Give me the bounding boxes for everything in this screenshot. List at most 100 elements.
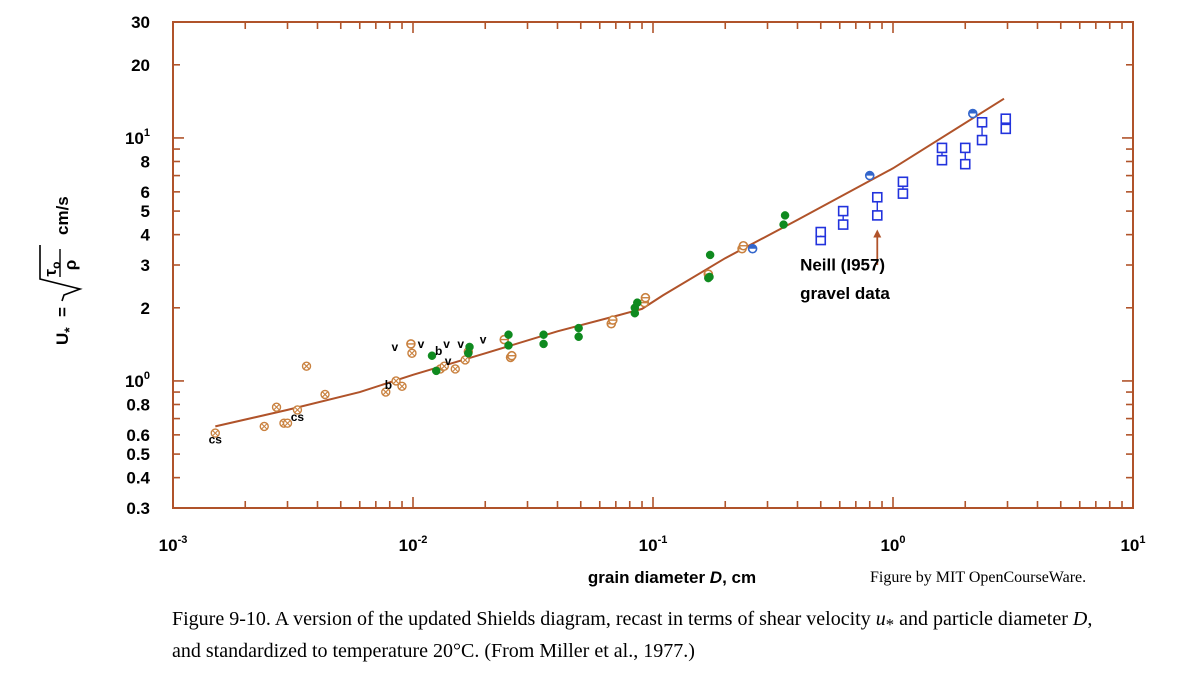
data-point-circle-x — [407, 348, 417, 358]
y-tick-label: 30 — [131, 13, 150, 32]
data-point-filled-circle — [432, 366, 441, 376]
plot-frame — [172, 21, 1134, 509]
caption-var-u: u — [875, 608, 886, 630]
data-point-filled-circle — [427, 351, 437, 360]
data-point-circle-tick — [406, 339, 416, 349]
data-point-square-pair — [976, 116, 988, 128]
data-point-filled-circle — [539, 330, 548, 339]
data-point-circle-x — [271, 402, 282, 412]
figure-credit: Figure by MIT OpenCourseWare. — [870, 569, 1087, 586]
y-tick-label: 20 — [131, 56, 150, 75]
point-label: v — [391, 340, 398, 354]
caption-part-3: , and standardized to temperature 20°C. … — [172, 608, 1093, 662]
caption-part-2: and particle diameter — [894, 608, 1073, 630]
data-point-circle-x — [381, 387, 391, 397]
y-tick-label: 3 — [141, 256, 150, 275]
y-tick-label: 0.6 — [126, 426, 150, 445]
point-label: cs — [291, 410, 305, 424]
data-point-filled-circle — [779, 220, 788, 229]
data-point-circle-x — [282, 418, 293, 428]
y-tick-label: 8 — [141, 152, 150, 171]
data-point-square-pair — [897, 176, 909, 188]
y-tick-label: 101 — [125, 127, 150, 148]
data-point-circle-x — [320, 389, 330, 400]
plot-axes: 10-3 10-2 10-1 100 101 0.3 0.4 0.50.6 0.8 100 2 3 4 5… — [125, 13, 1146, 555]
data-point-square-pair — [1000, 113, 1012, 124]
data-point-square-pair — [959, 158, 971, 170]
y-tick-label: 6 — [141, 183, 150, 202]
data-point-circle-x — [210, 428, 220, 438]
caption-part-1: Figure 9-10. A version of the updated Sh… — [172, 608, 876, 630]
data-point-circle-x — [259, 421, 269, 432]
y-tick-label: 0.3 — [126, 499, 150, 518]
data-point-filled-circle — [539, 339, 548, 349]
data-point-square-pair — [837, 219, 849, 230]
y-tick-label: 100 — [125, 370, 150, 391]
data-point-filled-circle — [633, 298, 642, 307]
y-label-u: U* — [53, 327, 77, 345]
y-label-equals: = — [53, 307, 72, 317]
data-point-circle-x — [450, 364, 460, 374]
point-label: b — [435, 344, 442, 358]
data-point-circle-x — [301, 361, 312, 371]
x-tick-label: 10-2 — [399, 534, 428, 555]
data-point-filled-circle — [705, 250, 715, 260]
data-point-square-pair — [815, 226, 827, 238]
data-point-circle-x — [439, 361, 449, 371]
y-tick-label: 0.4 — [126, 469, 150, 488]
data-point-square-pair — [1000, 123, 1012, 135]
data-point-square-pair — [976, 134, 988, 146]
annotation-line-2: gravel data — [800, 284, 890, 303]
data-point-half-circle — [747, 243, 758, 254]
data-point-square-pair — [897, 188, 909, 199]
data-point-filled-circle — [574, 323, 583, 333]
data-point-circle-x — [292, 405, 303, 415]
data-points-layer — [210, 108, 1012, 438]
fitted-curve-layer — [215, 97, 1005, 428]
data-point-square-pair — [959, 142, 971, 154]
x-tick-label: 10-1 — [639, 534, 668, 555]
annotation-arrow-head — [873, 229, 882, 238]
data-point-square-pair — [837, 205, 849, 217]
data-point-filled-circle — [504, 330, 513, 339]
data-point-circle-x — [397, 381, 407, 392]
data-point-square-pair — [936, 142, 948, 154]
point-label: v — [457, 337, 464, 351]
data-point-circle-tick — [506, 350, 517, 361]
x-axis-label: grain diameter D, cm — [588, 568, 756, 587]
y-axis-label-group: U* = τoρ cm/s — [39, 196, 83, 345]
y-label-tau: τo — [41, 262, 63, 277]
data-point-square-pair — [871, 210, 883, 221]
figure-caption: Figure 9-10. A version of the updated Sh… — [172, 606, 1112, 664]
data-point-filled-circle — [504, 341, 513, 350]
point-label: b — [385, 378, 392, 392]
data-point-circle-x — [391, 376, 401, 386]
caption-var-u-sub: * — [885, 615, 895, 634]
annotation-line-1: Neill (I957) — [800, 255, 885, 274]
data-point-circle-tick — [738, 240, 749, 251]
shields-diagram-chart: 10-3 10-2 10-1 100 101 0.3 0.4 0.50.6 0.8 100 2 3 4 5… — [39, 13, 1146, 587]
point-label: v — [443, 337, 450, 351]
y-label-unit: cm/s — [53, 196, 72, 235]
y-tick-label: 0.8 — [126, 395, 150, 414]
data-point-filled-circle — [705, 272, 714, 282]
data-point-half-circle — [967, 108, 978, 119]
data-point-square-pair — [871, 191, 883, 203]
x-tick-label: 100 — [880, 534, 905, 555]
data-point-filled-circle — [574, 332, 583, 342]
point-label: v — [418, 337, 425, 351]
x-tick-label: 101 — [1120, 534, 1145, 555]
y-axis-label: U* = τoρ cm/s — [39, 196, 83, 345]
sqrt-sign — [39, 245, 83, 302]
fitted-curve — [215, 97, 1005, 428]
y-tick-label: 4 — [141, 226, 151, 245]
data-point-circle-tick — [640, 292, 651, 303]
data-point-half-circle — [864, 170, 875, 181]
data-point-filled-circle — [465, 342, 474, 352]
point-label: v — [445, 354, 452, 368]
data-point-circle-tick — [608, 315, 618, 325]
data-point-square-pair — [936, 154, 948, 166]
x-tick-label: 10-3 — [159, 534, 188, 555]
point-label: v — [480, 333, 487, 347]
